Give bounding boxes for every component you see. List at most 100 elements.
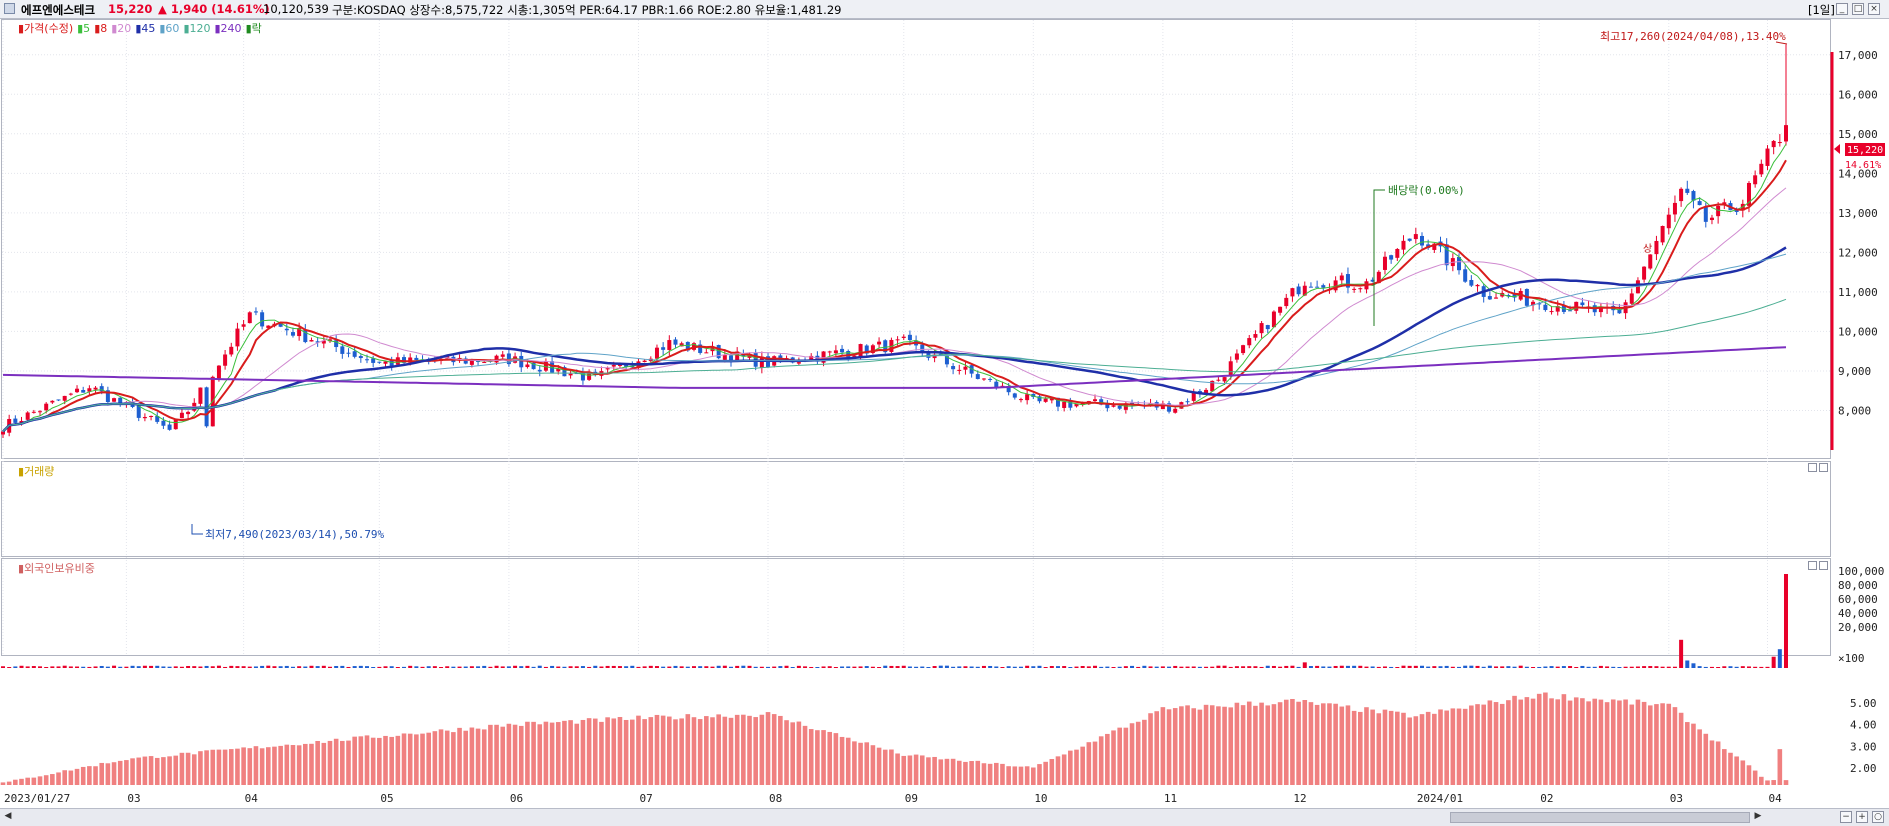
volume-bar bbox=[105, 666, 110, 668]
candle-body bbox=[1419, 235, 1424, 246]
candle-body bbox=[963, 366, 968, 370]
foreign-pane[interactable]: ▮외국인보유비중 bbox=[1, 558, 1831, 656]
close-button[interactable]: × bbox=[1868, 3, 1880, 15]
stock-info: 구분:KOSDAQ 상장수:8,575,722 시총:1,305억 PER:64… bbox=[332, 3, 842, 17]
volume-bar bbox=[938, 665, 943, 668]
zoom-out-icon[interactable]: − bbox=[1840, 811, 1852, 823]
volume-bar bbox=[1635, 666, 1640, 668]
volume-bar bbox=[297, 666, 302, 668]
minimize-button[interactable]: _ bbox=[1836, 3, 1848, 15]
foreign-bar bbox=[1111, 730, 1116, 785]
volume-bar bbox=[235, 666, 240, 668]
candle-body bbox=[1247, 338, 1252, 346]
foreign-bar bbox=[1271, 704, 1277, 785]
volume-bar bbox=[741, 665, 746, 668]
scroll-right-icon[interactable]: ▶ bbox=[1754, 811, 1762, 821]
volume-bar bbox=[266, 665, 271, 668]
foreign-bar bbox=[808, 729, 814, 785]
candle-body bbox=[519, 355, 524, 368]
foreign-bar bbox=[1043, 761, 1048, 785]
candle-body bbox=[309, 340, 314, 342]
candle-body bbox=[1111, 405, 1116, 407]
candle-body bbox=[1074, 403, 1079, 407]
candle-body bbox=[321, 340, 326, 344]
candle-body bbox=[846, 351, 851, 358]
volume-bar bbox=[846, 666, 851, 668]
foreign-bar bbox=[383, 735, 388, 785]
candle-body bbox=[112, 398, 117, 402]
foreign-bar bbox=[784, 720, 789, 785]
foreign-bar bbox=[1592, 698, 1598, 785]
foreign-bar bbox=[1746, 765, 1752, 785]
volume-bar bbox=[1685, 660, 1690, 668]
pane-close-icon[interactable] bbox=[1819, 561, 1828, 570]
foreign-bar bbox=[43, 775, 49, 785]
candle-body bbox=[1167, 403, 1172, 412]
foreign-bar bbox=[1055, 756, 1061, 785]
volume-bar bbox=[704, 666, 709, 668]
volume-bar bbox=[50, 666, 55, 668]
period-label[interactable]: [1일] bbox=[1808, 3, 1835, 17]
volume-bar bbox=[1469, 665, 1474, 668]
volume-bar bbox=[62, 665, 67, 668]
candle-body bbox=[506, 353, 511, 365]
price-tick-label: 13,000 bbox=[1838, 207, 1878, 220]
foreign-bar bbox=[1752, 770, 1758, 785]
volume-bar bbox=[661, 666, 666, 668]
pane-min-icon[interactable] bbox=[1808, 463, 1817, 472]
stock-name[interactable]: 에프엔에스테크 bbox=[21, 3, 96, 17]
price-tick-label: 9,000 bbox=[1838, 365, 1871, 378]
volume-pane[interactable]: ▮거래량 bbox=[1, 461, 1831, 557]
candle-body bbox=[1389, 255, 1394, 260]
volume-bar bbox=[1222, 665, 1227, 668]
zoom-reset-icon[interactable]: ○ bbox=[1872, 811, 1884, 823]
scrollbar-thumb[interactable] bbox=[1450, 812, 1750, 823]
volume-bar bbox=[1549, 666, 1554, 668]
foreign-tick-label: 3.00 bbox=[1850, 740, 1877, 753]
candle-body bbox=[136, 405, 141, 418]
foreign-bar bbox=[555, 722, 561, 785]
volume-pane-buttons[interactable] bbox=[1806, 462, 1830, 472]
foreign-bar bbox=[1308, 702, 1314, 785]
volume-bar bbox=[994, 666, 999, 668]
high-annotation-arrow bbox=[1775, 41, 1788, 45]
foreign-bar bbox=[1395, 711, 1400, 785]
volume-bar bbox=[494, 665, 499, 668]
candle-body bbox=[1204, 389, 1209, 394]
volume-bar bbox=[173, 666, 178, 668]
foreign-pane-buttons[interactable] bbox=[1806, 560, 1830, 570]
candle-body bbox=[1666, 214, 1671, 229]
last-price-label: 15,220 bbox=[1847, 145, 1883, 156]
volume-bar bbox=[1426, 666, 1431, 668]
candle-body bbox=[62, 395, 67, 401]
candle-body bbox=[81, 389, 86, 393]
foreign-bar bbox=[111, 762, 117, 785]
price-legend: ▮가격(수정) ▮5 ▮8 ▮20 ▮45 ▮60 ▮120 ▮240 ▮락 bbox=[18, 20, 266, 36]
volume-bar bbox=[809, 666, 814, 668]
candle-body bbox=[840, 348, 845, 353]
volume-bar bbox=[673, 665, 678, 668]
foreign-bar bbox=[913, 754, 919, 785]
candle-body bbox=[1271, 311, 1276, 328]
zoom-in-icon[interactable]: + bbox=[1856, 811, 1868, 823]
candle-body bbox=[161, 420, 166, 426]
dividend-marker-line bbox=[1373, 189, 1385, 326]
candle-body bbox=[1012, 393, 1017, 398]
volume-bar bbox=[519, 666, 524, 668]
foreign-bar bbox=[629, 719, 635, 785]
volume-bar bbox=[451, 666, 456, 668]
candle-body bbox=[562, 367, 567, 377]
candle-body bbox=[1062, 401, 1067, 408]
candle-body bbox=[1006, 385, 1011, 393]
candle-body bbox=[1315, 286, 1320, 288]
foreign-bar bbox=[241, 747, 246, 785]
maximize-button[interactable]: □ bbox=[1852, 3, 1864, 15]
candle-body bbox=[1543, 304, 1548, 311]
pane-close-icon[interactable] bbox=[1819, 463, 1828, 472]
pane-min-icon[interactable] bbox=[1808, 561, 1817, 570]
scroll-left-icon[interactable]: ◀ bbox=[4, 811, 12, 821]
foreign-bar bbox=[1444, 710, 1449, 785]
x-tick-label: 10 bbox=[1034, 792, 1047, 805]
candle-body bbox=[346, 352, 351, 354]
volume-bar bbox=[667, 666, 672, 668]
